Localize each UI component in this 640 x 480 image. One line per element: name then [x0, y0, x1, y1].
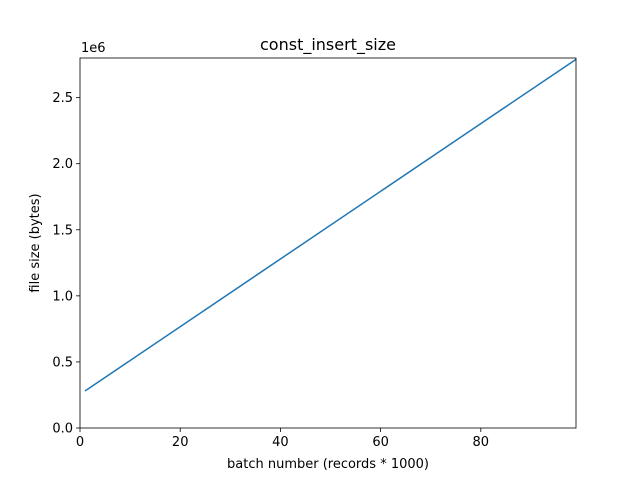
x-tick-label: 80 — [473, 435, 490, 450]
y-tick-label: 0.5 — [52, 355, 73, 370]
x-tick-label: 40 — [272, 435, 289, 450]
axes-frame — [79, 57, 577, 429]
y-tick-label: 1.0 — [52, 289, 73, 304]
series-line-0 — [84, 58, 577, 392]
x-tick-label: 60 — [372, 435, 389, 450]
chart-title: const_insert_size — [260, 35, 396, 55]
y-tick-label: 2.5 — [52, 91, 73, 106]
x-tick-label: 0 — [76, 435, 84, 450]
y-offset-text: 1e6 — [81, 41, 106, 56]
y-axis-label: file size (bytes) — [28, 193, 43, 292]
plot-area: 0 20 40 60 80 0.0 0.5 1.0 1.5 2.0 2.5 — [52, 57, 577, 450]
y-tick-label: 2.0 — [52, 157, 73, 172]
x-axis-label: batch number (records * 1000) — [227, 457, 429, 472]
y-tick-label: 1.5 — [52, 223, 73, 238]
x-tick-label: 20 — [172, 435, 189, 450]
y-tick-label: 0.0 — [52, 422, 73, 437]
